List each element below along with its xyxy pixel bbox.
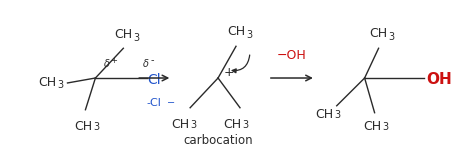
- Text: carbocation: carbocation: [183, 134, 253, 147]
- Text: CH: CH: [74, 120, 92, 133]
- Text: 3: 3: [57, 80, 64, 90]
- Text: 3: 3: [335, 110, 341, 120]
- Text: Cl: Cl: [147, 73, 161, 87]
- Text: CH: CH: [114, 28, 132, 41]
- Text: 3: 3: [190, 120, 196, 130]
- Text: 3: 3: [246, 30, 252, 40]
- Text: 3: 3: [93, 122, 100, 132]
- Text: 3: 3: [242, 120, 248, 130]
- Text: CH: CH: [38, 76, 56, 89]
- Text: CH: CH: [364, 120, 382, 133]
- FancyArrowPatch shape: [232, 55, 250, 73]
- Text: -: -: [150, 55, 154, 65]
- Text: -Cl: -Cl: [147, 98, 162, 108]
- Text: CH: CH: [223, 118, 241, 131]
- Text: CH: CH: [370, 27, 388, 40]
- Text: −OH: −OH: [277, 49, 307, 62]
- Text: +: +: [110, 56, 117, 65]
- Text: +: +: [224, 66, 235, 79]
- Text: 3: 3: [389, 32, 395, 42]
- Text: OH: OH: [427, 73, 452, 88]
- Text: 3: 3: [383, 122, 389, 132]
- Text: 3: 3: [133, 33, 139, 43]
- Text: CH: CH: [316, 108, 334, 121]
- Text: δ: δ: [143, 59, 149, 69]
- Text: −: −: [167, 98, 175, 108]
- Text: CH: CH: [227, 25, 245, 38]
- Text: δ: δ: [103, 59, 109, 69]
- Text: CH: CH: [171, 118, 189, 131]
